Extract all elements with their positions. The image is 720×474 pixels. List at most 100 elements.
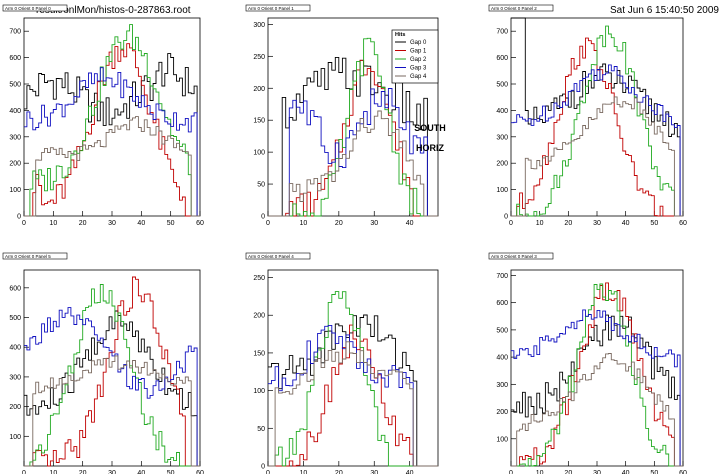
histogram-gap-2: [511, 25, 683, 217]
legend-entry: Gap 4: [410, 74, 427, 80]
y-tick-label: 150: [253, 350, 265, 357]
y-tick-label: 0: [261, 214, 265, 221]
panel-2: Arm 0 Orient 0 Panel 2010020030040050060…: [488, 4, 687, 227]
x-tick-label: 50: [650, 470, 658, 474]
y-tick-label: 300: [496, 382, 508, 389]
y-tick-label: 300: [9, 134, 21, 141]
y-tick-label: 500: [496, 82, 508, 89]
x-tick-label: 60: [679, 470, 687, 474]
x-tick-label: 40: [622, 220, 630, 227]
histogram-gap-2: [24, 284, 200, 467]
y-tick-label: 500: [496, 327, 508, 334]
y-tick-label: 200: [253, 86, 265, 93]
y-tick-label: 400: [496, 108, 508, 115]
panel-title: Arm 0 Orient 0 Panel 1: [248, 6, 294, 11]
legend-box: [391, 29, 439, 84]
histogram-gap-0: [24, 53, 200, 217]
y-tick-label: 250: [253, 54, 265, 61]
x-tick-label: 10: [49, 220, 57, 227]
x-tick-label: 40: [406, 220, 414, 227]
legend-entry: Gap 2: [410, 57, 427, 63]
histogram-gap-1: [511, 37, 683, 217]
y-tick-label: 200: [253, 313, 265, 320]
x-tick-label: 40: [622, 470, 630, 474]
histogram-gap-4: [511, 96, 683, 217]
y-tick-label: 700: [9, 29, 21, 36]
x-tick-label: 30: [370, 220, 378, 227]
histogram-gap-2: [24, 24, 200, 217]
legend-title: Hits: [395, 32, 405, 38]
x-tick-label: 40: [137, 220, 145, 227]
y-tick-label: 100: [496, 187, 508, 194]
panel-title: Arm 0 Orient 0 Panel 5: [5, 254, 51, 259]
histogram-gap-1: [24, 276, 200, 467]
legend-entry: Gap 1: [410, 49, 427, 55]
panel-title-box: [2, 4, 68, 12]
y-tick-label: 300: [253, 22, 265, 29]
y-tick-label: 500: [9, 82, 21, 89]
file-path-label: result/onlMon/histos-0-287863.root: [36, 5, 191, 16]
histogram-gap-1: [268, 59, 438, 217]
y-tick-label: 200: [496, 409, 508, 416]
x-tick-label: 50: [650, 220, 658, 227]
x-tick-label: 30: [593, 220, 601, 227]
legend-entry: Gap 3: [410, 66, 427, 72]
x-tick-label: 0: [509, 470, 513, 474]
panel-4: Arm 0 Orient 0 Panel 4 0 50 100 150 200 250 0 10…: [245, 252, 439, 474]
histogram-gap-2: [268, 37, 438, 217]
histogram-gap-0: [24, 310, 200, 467]
panel-3: Arm 0 Orient 0 Panel 5100200300400500600…: [2, 252, 204, 474]
plot-frame: [267, 17, 439, 217]
y-tick-label: 200: [9, 404, 21, 411]
x-tick-label: 30: [593, 470, 601, 474]
histogram-gap-1: [24, 43, 200, 217]
x-tick-label: 0: [266, 470, 270, 474]
histogram-gap-4: [24, 116, 200, 217]
y-tick-label: 100: [253, 150, 265, 157]
histogram-gap-4: [24, 355, 200, 467]
x-tick-label: 40: [137, 470, 145, 474]
x-tick-label: 50: [167, 470, 175, 474]
annotation-horiz: HORIZ: [416, 143, 445, 153]
panel-title-box: [2, 252, 68, 260]
plot-frame: [267, 269, 439, 467]
panel-title: Arm 0 Orient 0 Panel 2: [491, 6, 537, 11]
timestamp-label: Sat Jun 6 15:40:50 2009: [610, 5, 719, 16]
histogram-gap-0: [511, 314, 683, 467]
histogram-gap-3: [24, 67, 200, 217]
histogram-gap-3: [268, 324, 438, 467]
x-tick-label: 10: [300, 470, 308, 474]
panel-title-box: [245, 4, 311, 12]
x-tick-label: 30: [108, 220, 116, 227]
x-tick-label: 0: [509, 220, 513, 227]
panel-title-box: [488, 252, 554, 260]
panel-title: Arm 0 Orient 0 Panel 3: [491, 254, 537, 259]
x-tick-label: 0: [266, 220, 270, 227]
x-tick-label: 20: [335, 220, 343, 227]
y-tick-label: 700: [496, 273, 508, 280]
y-tick-label: 100: [496, 436, 508, 443]
panel-title-box: [245, 252, 311, 260]
x-tick-label: 40: [406, 470, 414, 474]
y-tick-label: 500: [9, 315, 21, 322]
panel-1: Arm 0 Orient 0 Panel 1050100150200250300…: [245, 4, 439, 227]
histogram-gap-4: [268, 110, 438, 217]
panel-title-box: [488, 4, 554, 12]
histogram-gap-3: [24, 307, 200, 467]
x-tick-label: 60: [196, 220, 204, 227]
x-tick-label: 10: [300, 220, 308, 227]
x-tick-label: 0: [22, 470, 26, 474]
y-tick-label: 0: [261, 464, 265, 471]
x-tick-label: 60: [679, 220, 687, 227]
y-tick-label: 600: [9, 55, 21, 62]
y-tick-label: 600: [496, 300, 508, 307]
y-tick-label: 600: [496, 55, 508, 62]
histogram-gap-0: [268, 56, 438, 217]
x-tick-label: 30: [370, 470, 378, 474]
panel-5: Arm 0 Orient 0 Panel 3100200300400500600…: [488, 252, 687, 474]
x-tick-label: 10: [536, 470, 544, 474]
y-tick-label: 50: [257, 182, 265, 189]
histogram-gap-4: [268, 341, 438, 467]
panel-title: Arm 0 Orient 0 Panel 0: [5, 6, 51, 11]
